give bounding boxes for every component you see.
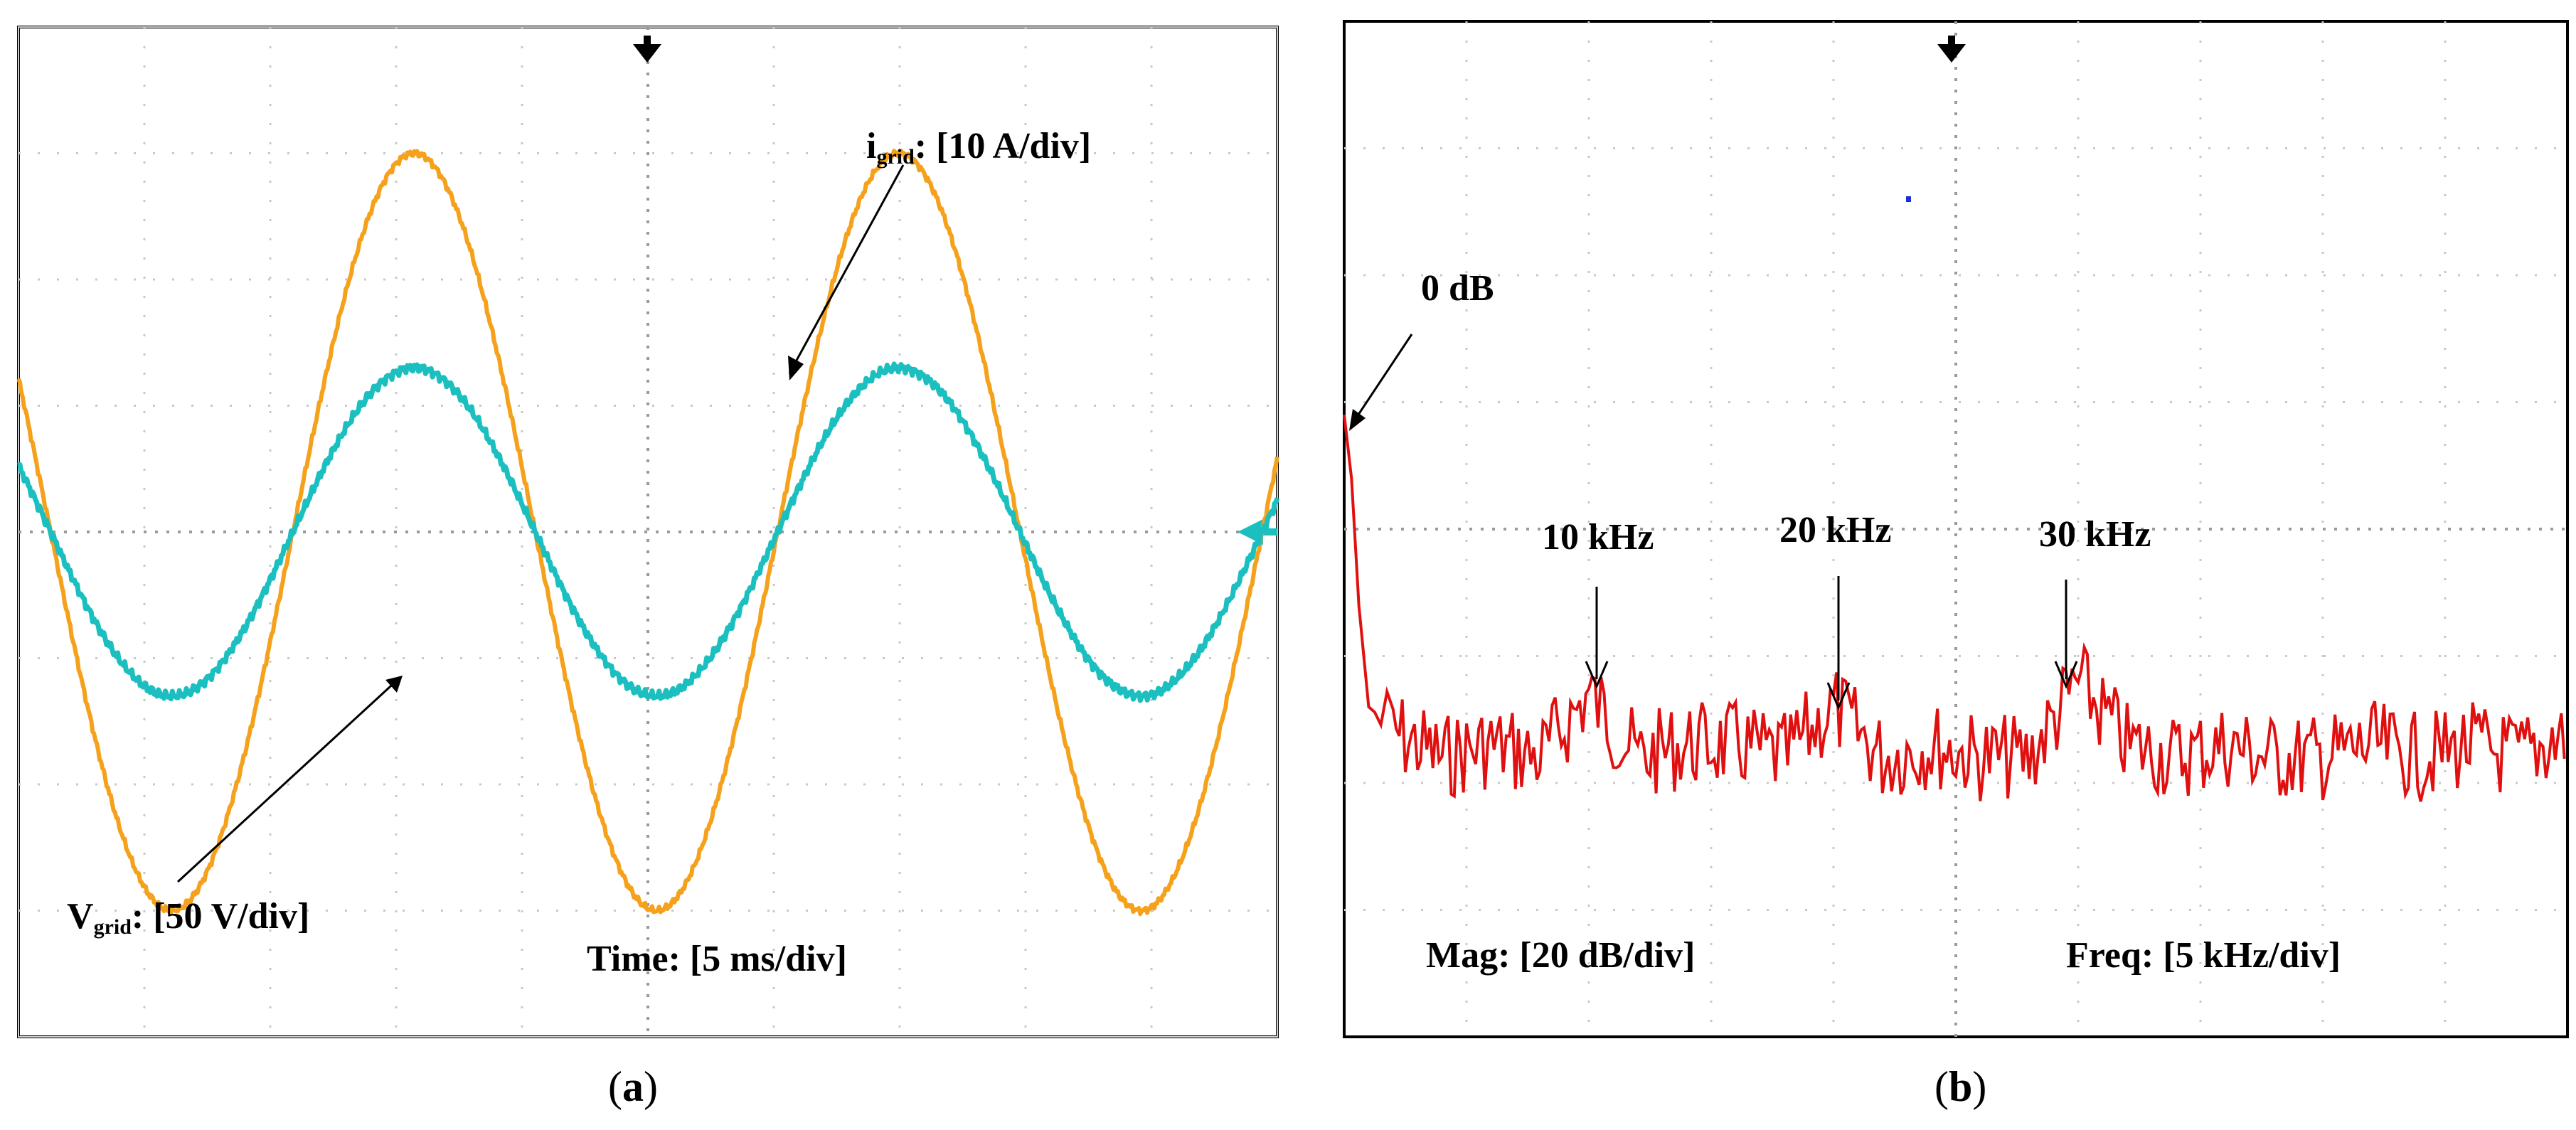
arrowhead-10khz	[1585, 661, 1609, 689]
panel-a-grid	[18, 27, 1277, 1037]
igrid-label-main: i	[866, 126, 876, 166]
igrid-label-scale: : [10 A/div]	[915, 126, 1091, 166]
trigger-marker-top-b	[1937, 44, 1966, 63]
time-scale-label: Time: [5 ms/div]	[587, 939, 847, 979]
spectrum-trace	[1343, 415, 2566, 802]
arrowhead-20khz	[1826, 682, 1851, 710]
label-20khz: 20 kHz	[1779, 510, 1891, 550]
igrid-label: igrid: [10 A/div]	[866, 126, 1091, 169]
vgrid-trace	[16, 149, 1279, 917]
igrid-label-sub: grid	[876, 145, 915, 169]
trigger-marker-top-a	[633, 44, 661, 63]
panel-a: igrid: [10 A/div] Vgrid: [50 V/div] Time…	[16, 26, 1280, 1038]
arrowhead-30khz	[2054, 661, 2078, 689]
label-10khz: 10 kHz	[1542, 517, 1654, 558]
label-30khz: 30 kHz	[2039, 514, 2151, 555]
igrid-trace	[16, 361, 1280, 703]
igrid-arrow	[788, 164, 905, 374]
trigger-marker-top-a-stem	[644, 36, 651, 47]
stray-dot	[1906, 196, 1911, 202]
vgrid-label-main: V	[67, 896, 94, 937]
vgrid-label-sub: grid	[94, 915, 132, 939]
arrowhead-0db	[1349, 409, 1366, 431]
arrow-0db	[1351, 334, 1413, 424]
vgrid-arrow	[176, 678, 400, 883]
panel-b-grid	[1344, 21, 2567, 1037]
caption-b: (b)	[1934, 1063, 1986, 1110]
ground-level-marker-a-stem	[1260, 528, 1277, 535]
caption-a-letter: a	[622, 1063, 644, 1110]
vgrid-label-scale: : [50 V/div]	[132, 896, 309, 937]
vgrid-arrowhead	[385, 676, 403, 693]
trigger-marker-top-b-stem	[1948, 36, 1955, 47]
caption-b-letter: b	[1949, 1063, 1972, 1110]
igrid-arrowhead	[788, 356, 804, 380]
label-0db: 0 dB	[1421, 268, 1494, 309]
panel-b: 0 dB 10 kHz 20 kHz 30 kHz Mag: [20 dB/di…	[1343, 20, 2569, 1038]
freq-scale-label: Freq: [5 kHz/div]	[2066, 935, 2341, 976]
mag-scale-label: Mag: [20 dB/div]	[1426, 935, 1695, 976]
vgrid-label: Vgrid: [50 V/div]	[67, 896, 309, 939]
panel-b-frame	[1343, 20, 2569, 1038]
caption-a: (a)	[608, 1063, 658, 1110]
